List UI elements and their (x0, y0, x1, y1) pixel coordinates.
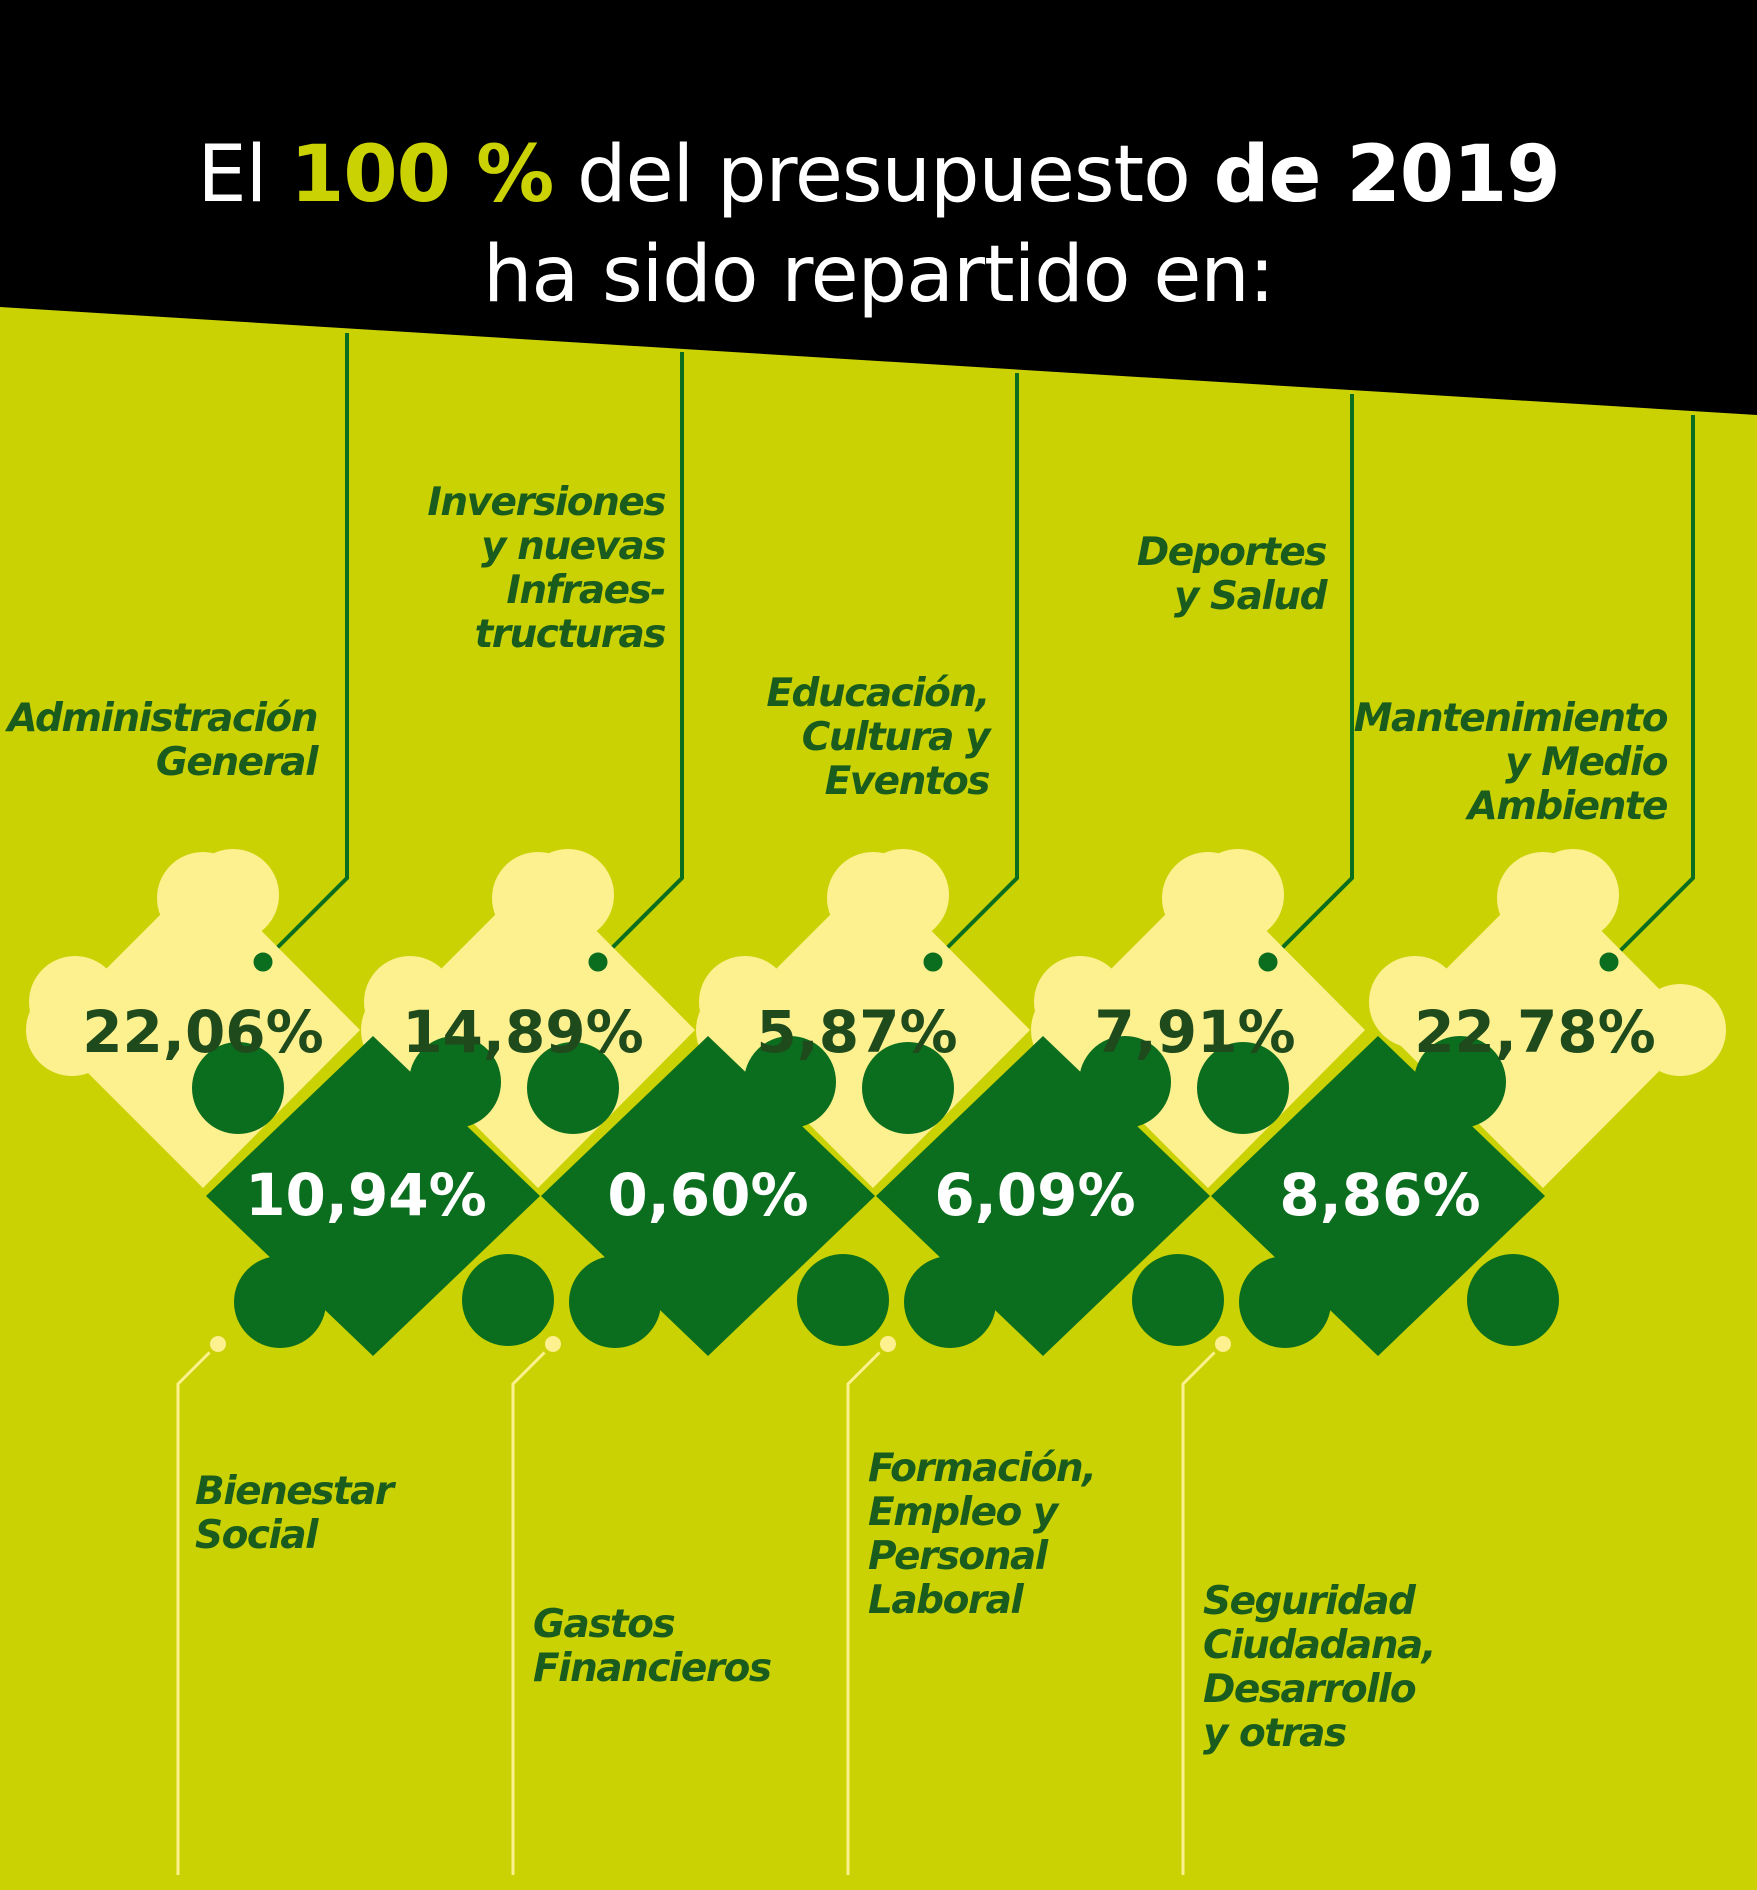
label-gastos: Gastos Financieros (533, 1602, 772, 1691)
upper-pieces (26, 849, 1726, 1188)
label-deportes: Deportes y Salud (1136, 530, 1328, 619)
title-highlight: 100 % (290, 130, 554, 220)
bottom-connectors (176, 1342, 1225, 1875)
puzzle-piece-bienestar (192, 1036, 554, 1356)
value-deportes: 7,91% (1094, 998, 1295, 1066)
label-mantenimiento: Mantenimiento y Medio Ambiente (1353, 696, 1669, 829)
value-mantenimiento: 22,78% (1414, 998, 1656, 1066)
title-year: de 2019 (1213, 130, 1561, 220)
label-inversiones: Inversiones y nuevas Infraes- tructuras (427, 480, 666, 657)
top-connector-dots (248, 947, 1624, 977)
title-text-2: del presupuesto (553, 130, 1214, 220)
title-line-1: El 100 % del presupuesto de 2019 (0, 125, 1757, 225)
label-seguridad: Seguridad Ciudadana, Desarrollo y otras (1203, 1579, 1437, 1756)
value-formacion: 6,09% (934, 1161, 1135, 1229)
value-administracion: 22,06% (82, 998, 324, 1066)
value-gastos: 0,60% (607, 1161, 808, 1229)
page-title: El 100 % del presupuesto de 2019 ha sido… (0, 125, 1757, 325)
puzzle-piece-gastos (527, 1036, 889, 1356)
value-inversiones: 14,89% (402, 998, 644, 1066)
puzzle-piece-seguridad (1197, 1036, 1559, 1356)
puzzle-piece-formacion (862, 1036, 1224, 1356)
value-seguridad: 8,86% (1279, 1161, 1480, 1229)
top-connectors (261, 333, 1695, 964)
label-formacion: Formación, Empleo y Personal Laboral (868, 1446, 1097, 1623)
label-educacion: Educación, Cultura y Eventos (766, 671, 990, 804)
label-administracion: Administración General (7, 696, 319, 785)
value-educacion: 5,87% (756, 998, 957, 1066)
title-line-2: ha sido repartido en: (482, 230, 1275, 320)
label-bienestar: Bienestar Social (195, 1469, 394, 1558)
title-text-1: El (197, 130, 291, 220)
header-band (0, 0, 1757, 415)
bottom-connector-dots (206, 1332, 1235, 1356)
value-bienestar: 10,94% (245, 1161, 487, 1229)
puzzle-piece-administracion (26, 849, 360, 1188)
puzzle-piece-mantenimiento (1369, 849, 1726, 1188)
lower-pieces (192, 1036, 1559, 1356)
